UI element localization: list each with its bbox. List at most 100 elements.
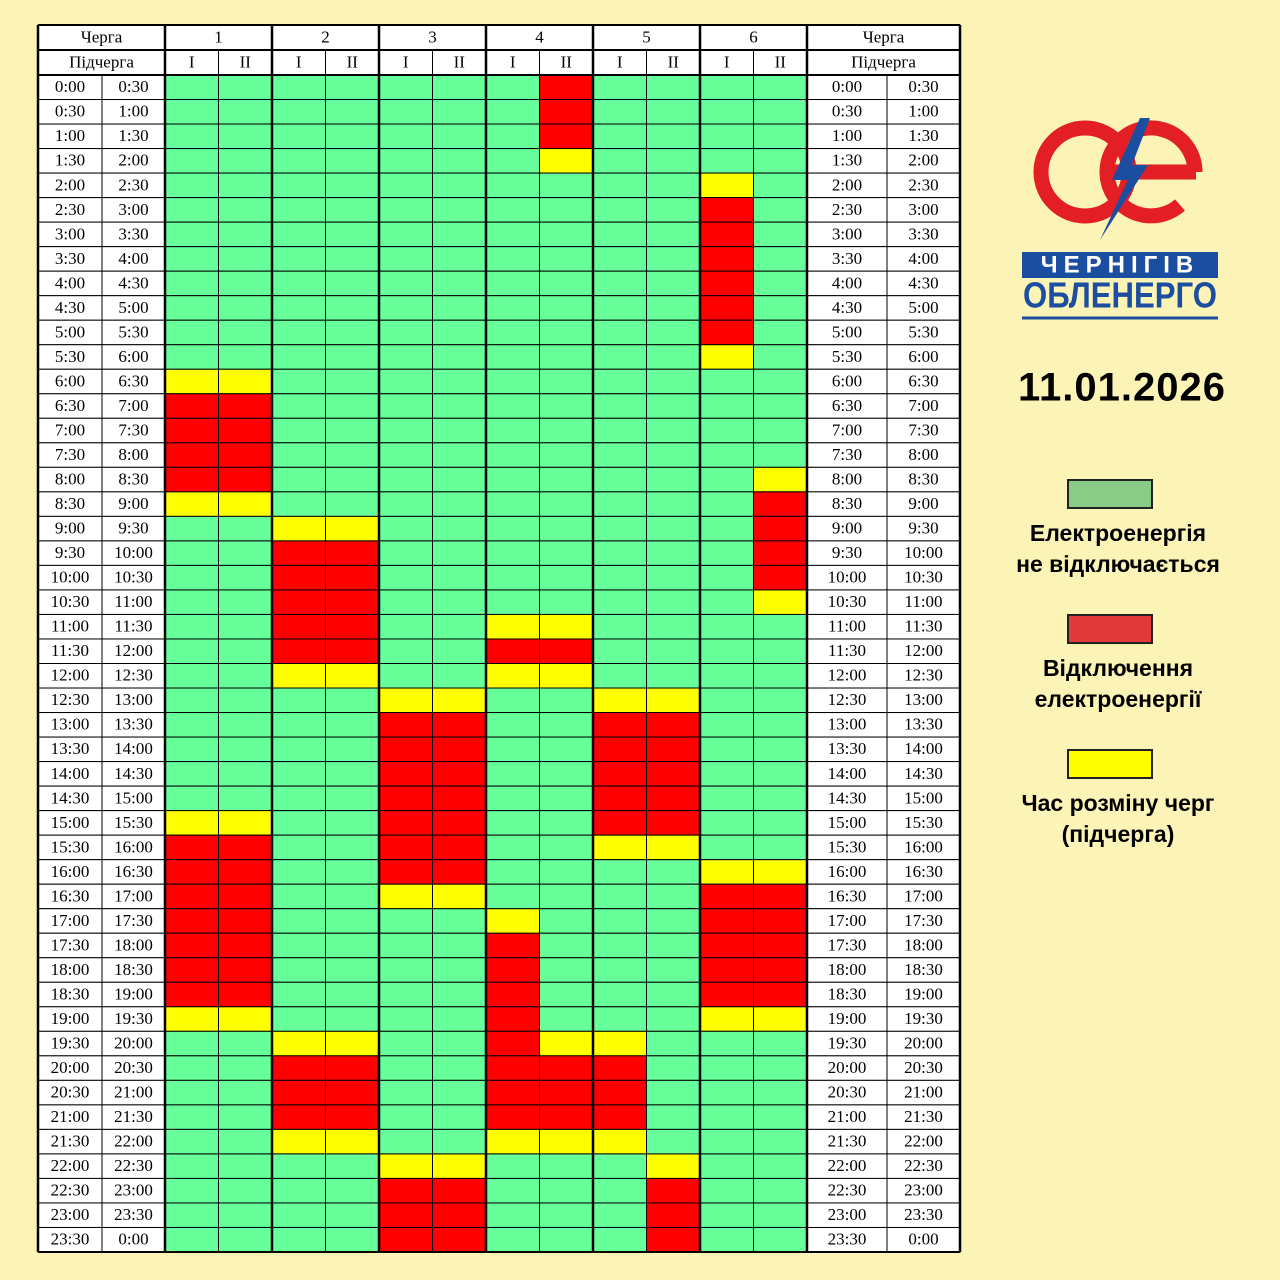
cell — [806, 99, 888, 125]
time-to: 20:00 — [904, 1033, 943, 1052]
time-to: 5:30 — [908, 322, 938, 341]
cell — [485, 123, 540, 150]
cell — [218, 1030, 273, 1057]
cell — [886, 932, 961, 959]
cell — [646, 736, 701, 763]
time-to: 15:00 — [114, 788, 153, 807]
time-from: 5:00 — [55, 322, 85, 341]
cell — [378, 123, 433, 150]
cell — [432, 393, 487, 419]
cell — [646, 932, 701, 959]
time-to: 22:00 — [114, 1132, 153, 1151]
time-from: 11:30 — [828, 641, 866, 660]
cell — [806, 613, 888, 640]
cell — [699, 932, 754, 959]
cell — [539, 197, 594, 223]
cell — [485, 1079, 540, 1106]
cell — [886, 613, 961, 640]
time-from: 7:30 — [55, 445, 85, 464]
cell — [753, 270, 808, 297]
time-to: 15:00 — [904, 788, 943, 807]
cell — [378, 442, 433, 468]
subqueue-number: II — [454, 52, 466, 71]
queue-number: 1 — [214, 27, 223, 46]
cell — [539, 74, 594, 101]
cell — [325, 589, 380, 615]
cell — [699, 785, 754, 812]
cell — [325, 466, 380, 493]
cell — [271, 1153, 326, 1179]
cell — [164, 466, 219, 493]
cell — [699, 417, 754, 444]
cell — [699, 981, 754, 1008]
cell — [164, 344, 219, 370]
time-to: 19:00 — [904, 984, 943, 1003]
cell — [37, 908, 103, 934]
time-from: 2:30 — [55, 200, 85, 219]
time-from: 8:30 — [832, 494, 862, 513]
time-from: 21:30 — [51, 1132, 90, 1151]
cell — [378, 834, 433, 861]
cell — [378, 957, 433, 983]
cell — [646, 1006, 701, 1032]
time-to: 23:00 — [114, 1181, 153, 1200]
cell — [806, 319, 888, 346]
cell — [432, 270, 487, 297]
cell — [485, 1104, 540, 1130]
time-to: 20:30 — [114, 1058, 153, 1077]
cell — [485, 417, 540, 444]
cell — [271, 1177, 326, 1204]
time-to: 4:30 — [908, 273, 938, 292]
time-to: 13:00 — [114, 690, 153, 709]
cell — [432, 564, 487, 591]
cell — [539, 393, 594, 419]
cell — [753, 491, 808, 517]
cell — [539, 442, 594, 468]
time-to: 14:30 — [114, 764, 153, 783]
cell — [646, 712, 701, 738]
cell — [325, 368, 380, 395]
cell — [485, 295, 540, 321]
cell — [485, 172, 540, 199]
cell — [539, 1079, 594, 1106]
time-from: 22:30 — [51, 1181, 90, 1200]
cell — [753, 1153, 808, 1179]
cell — [699, 613, 754, 640]
cell — [218, 442, 273, 468]
time-from: 22:00 — [51, 1156, 90, 1175]
time-to: 7:00 — [908, 396, 938, 415]
cell — [101, 834, 166, 861]
time-from: 12:30 — [828, 690, 867, 709]
cell — [325, 221, 380, 248]
time-from: 18:30 — [51, 984, 90, 1003]
cell — [699, 344, 754, 370]
cell — [592, 295, 647, 321]
cell — [218, 834, 273, 861]
cell — [646, 515, 701, 542]
cell — [432, 491, 487, 517]
cell — [432, 49, 487, 76]
cell — [539, 736, 594, 763]
cell — [378, 197, 433, 223]
cell — [271, 638, 326, 665]
time-from: 17:30 — [51, 935, 90, 954]
cell — [646, 1202, 701, 1228]
cell — [325, 491, 380, 517]
cell — [592, 515, 647, 542]
queue-number: 3 — [428, 27, 437, 46]
cell — [218, 344, 273, 370]
time-from: 13:30 — [51, 739, 90, 758]
cell — [378, 564, 433, 591]
cell — [218, 736, 273, 763]
time-to: 1:00 — [118, 102, 148, 121]
cell — [101, 810, 166, 836]
cell — [592, 1055, 647, 1081]
cell — [164, 99, 219, 125]
time-from: 4:30 — [832, 298, 862, 317]
time-from: 9:00 — [55, 519, 85, 538]
cell — [325, 442, 380, 468]
cell — [164, 393, 219, 419]
cell — [646, 1030, 701, 1057]
cell — [378, 932, 433, 959]
cell — [485, 859, 540, 885]
